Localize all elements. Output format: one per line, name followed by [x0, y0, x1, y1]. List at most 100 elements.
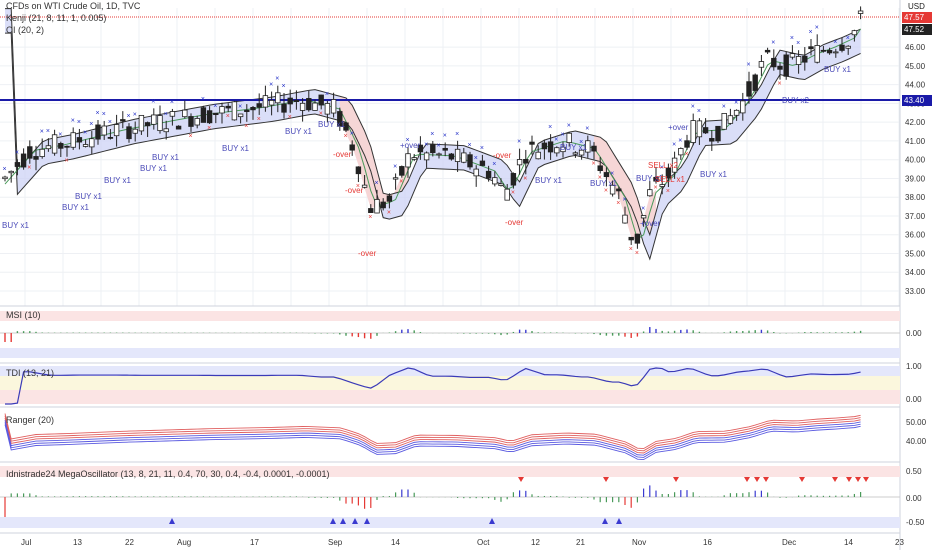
price-axis-tick: 34.00 — [905, 268, 926, 277]
signal-cross: × — [846, 35, 850, 42]
x-axis-tick: Aug — [177, 538, 191, 547]
candle-body — [231, 101, 238, 121]
ranger-pane-title: Ranger (20) — [6, 415, 55, 425]
candle-body — [399, 166, 405, 176]
signal-label: BUY x1 — [104, 176, 132, 185]
x-axis-tick: 23 — [895, 538, 904, 547]
candle-body — [727, 115, 734, 124]
signal-cross: × — [635, 250, 639, 257]
candle-body — [144, 122, 151, 127]
candle-body — [287, 97, 293, 105]
candle-body — [448, 153, 455, 160]
signal-label: BUY x1 — [222, 144, 250, 153]
candle-body — [485, 170, 492, 179]
candle-body — [368, 208, 374, 213]
price-axis-tick: 36.00 — [905, 231, 926, 240]
ranger-band-line — [4, 424, 861, 461]
price-axis-tick: 40.00 — [905, 156, 926, 165]
signal-cross: × — [213, 103, 217, 110]
signal-cross: × — [102, 111, 106, 118]
candle-body — [789, 53, 796, 58]
buy-signal-triangle — [364, 518, 370, 524]
candle-body — [219, 106, 225, 114]
signal-label: SELL x1 — [655, 175, 685, 184]
candle-body — [182, 109, 188, 118]
candle-body — [758, 61, 765, 68]
x-axis-tick: Jul — [21, 538, 31, 547]
signal-cross: × — [616, 200, 620, 207]
candle-body — [678, 148, 684, 156]
candle-body — [516, 159, 523, 166]
sell-signal-triangle — [744, 477, 750, 482]
signal-cross: × — [660, 164, 664, 171]
candle-body — [70, 132, 76, 148]
candle-body — [547, 141, 554, 153]
candle-body — [585, 140, 591, 153]
signal-cross: × — [474, 155, 478, 162]
candle-body — [721, 113, 727, 130]
currency-label: USD — [908, 2, 925, 11]
msi-lower-zone — [0, 348, 900, 358]
candle-body — [541, 142, 548, 150]
buy-signal-triangle — [352, 518, 358, 524]
candle-body — [591, 145, 597, 152]
sell-zone-fill — [339, 96, 408, 209]
candle-body — [430, 144, 436, 154]
signal-cross: × — [15, 149, 19, 156]
megaosc-pane-title: Idnistrade24 MegaOscillator (13, 8, 21, … — [6, 469, 330, 479]
candle-body — [634, 233, 641, 244]
candle-body — [293, 99, 300, 102]
candle-body — [752, 74, 758, 91]
candle-body — [299, 102, 306, 111]
candle-body — [616, 188, 622, 192]
candle-body — [405, 153, 411, 168]
candle-body — [467, 154, 473, 168]
candle-body — [696, 120, 703, 138]
price-axis-tick: 35.00 — [905, 249, 926, 258]
signal-cross: × — [46, 128, 50, 135]
signal-cross: × — [796, 40, 800, 47]
signal-label: +over — [640, 219, 661, 228]
signal-cross: × — [424, 141, 428, 148]
buy-signal-triangle — [340, 518, 346, 524]
signal-cross: × — [771, 39, 775, 46]
signal-cross: × — [170, 99, 174, 106]
signal-cross: × — [455, 131, 459, 138]
candle-body — [163, 128, 169, 133]
signal-label: BUY x1 — [285, 127, 313, 136]
signal-cross: × — [468, 142, 472, 149]
tdi-axis-tick-bottom: 0.00 — [906, 395, 922, 404]
candle-body — [820, 49, 827, 52]
candle-body — [684, 140, 690, 148]
signal-cross: × — [697, 108, 701, 115]
ranger-band-line — [4, 417, 861, 454]
candle-body — [473, 168, 479, 177]
signal-cross: × — [567, 122, 571, 129]
signal-cross: × — [579, 139, 583, 146]
signal-cross: × — [244, 123, 248, 130]
signal-cross: × — [89, 121, 93, 128]
sell-signal-triangle — [846, 477, 852, 482]
candle-body — [833, 51, 839, 54]
ranger-axis-tick-top: 50.00 — [906, 418, 927, 427]
candle-body — [213, 112, 219, 116]
candle-body — [560, 146, 566, 153]
signal-label: -over — [345, 186, 364, 195]
price-axis-tick: 33.00 — [905, 287, 926, 296]
x-axis-tick: 16 — [703, 538, 712, 547]
signal-label: BUY x1 — [824, 65, 852, 74]
candle-body — [132, 128, 138, 134]
sell-signal-triangle — [799, 477, 805, 482]
signal-cross: × — [443, 132, 447, 139]
signal-cross: × — [288, 114, 292, 121]
candle-body — [411, 157, 417, 160]
signal-cross: × — [108, 119, 112, 126]
candle-body — [89, 138, 95, 148]
signal-cross: × — [127, 113, 131, 120]
signal-cross: × — [325, 91, 329, 98]
buy-signal-triangle — [602, 518, 608, 524]
signal-cross: × — [833, 39, 837, 46]
signal-cross: × — [523, 175, 527, 182]
sell-signal-triangle — [855, 477, 861, 482]
